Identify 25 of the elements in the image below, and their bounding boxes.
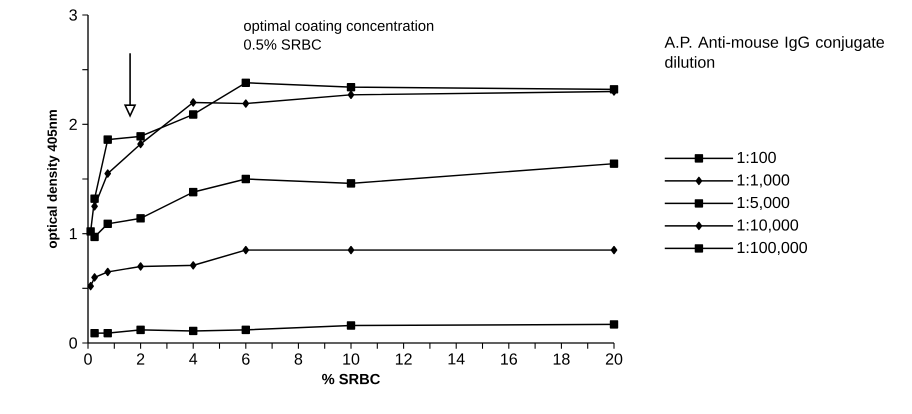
legend-label: 1:5,000 bbox=[738, 196, 790, 210]
legend-label: 1:10,000 bbox=[738, 219, 798, 233]
x-tick-label: 2 bbox=[136, 353, 144, 365]
x-tick-label: 4 bbox=[189, 353, 198, 364]
y-tick-label: 0 bbox=[69, 337, 77, 349]
legend-title: A.P. Anti-mouse IgG conjugate dilution bbox=[664, 36, 884, 68]
y-tick-label: 3 bbox=[69, 9, 77, 21]
x-tick-label: 8 bbox=[294, 353, 302, 365]
x-tick-label: 12 bbox=[396, 353, 412, 365]
x-tick-label: 16 bbox=[501, 353, 517, 365]
x-tick-label: 20 bbox=[606, 353, 622, 365]
x-axis-title: % SRBC bbox=[322, 374, 380, 384]
annotation: 0.5% SRBC bbox=[244, 39, 322, 50]
x-tick-label: 10 bbox=[343, 353, 360, 365]
x-tick-label: 0 bbox=[84, 353, 92, 365]
x-tick-label: 18 bbox=[554, 353, 570, 365]
legend-label: 1:100,000 bbox=[738, 242, 808, 256]
y-tick-label: 1 bbox=[70, 228, 77, 240]
y-tick-label: 2 bbox=[70, 118, 77, 130]
legend-label: 1:100 bbox=[738, 152, 776, 164]
x-tick-label: 6 bbox=[242, 353, 250, 365]
y-axis-title: optical density 405nm bbox=[47, 110, 60, 248]
annotation: optimal coating concentration bbox=[244, 20, 434, 34]
x-tick-label: 14 bbox=[448, 353, 465, 364]
legend-label: 1:1,000 bbox=[738, 174, 790, 188]
